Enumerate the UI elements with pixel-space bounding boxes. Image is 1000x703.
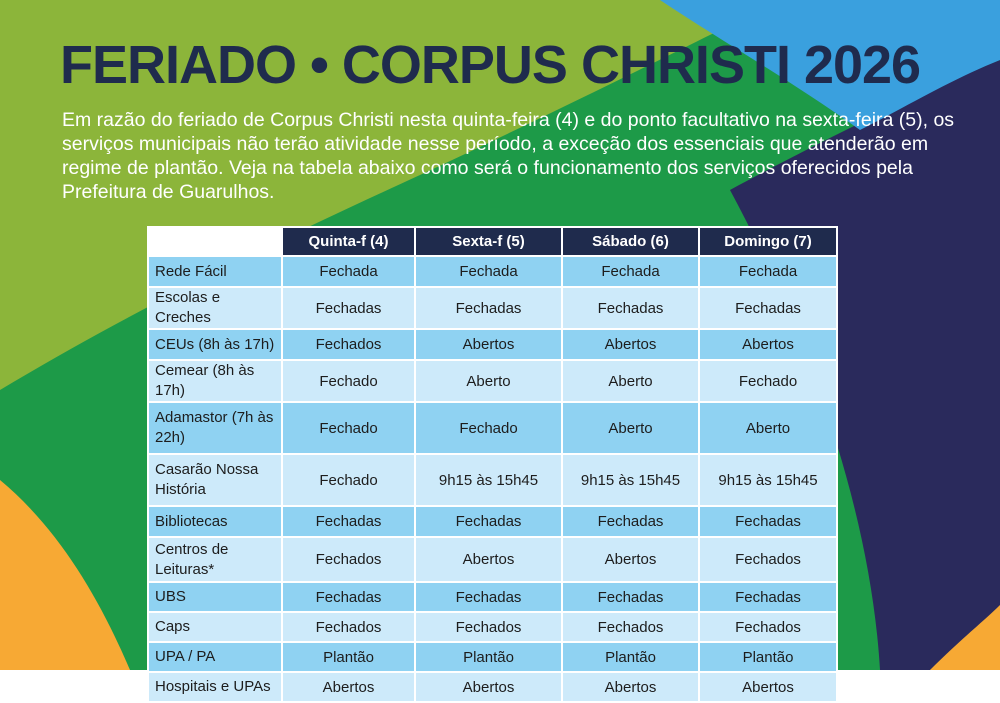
table-row: Bibliotecas Fechadas Fechadas Fechadas F… — [149, 507, 836, 536]
cell-value: Fechadas — [283, 583, 414, 611]
table-header-row: Quinta-f (4) Sexta-f (5) Sábado (6) Domi… — [149, 228, 836, 255]
header-sabado: Sábado (6) — [563, 228, 698, 255]
cell-value: Fechadas — [283, 507, 414, 536]
cell-value: Aberto — [416, 361, 561, 401]
header-sexta: Sexta-f (5) — [416, 228, 561, 255]
cell-value: Fechadas — [283, 288, 414, 328]
cell-value: Plantão — [416, 643, 561, 671]
intro-paragraph: Em razão do feriado de Corpus Christi ne… — [62, 109, 955, 203]
cell-value: Fechadas — [700, 288, 836, 328]
row-label: CEUs (8h às 17h) — [149, 330, 281, 359]
row-label: Escolas e Creches — [149, 288, 281, 328]
table-row: Hospitais e UPAs Abertos Abertos Abertos… — [149, 673, 836, 701]
cell-value: 9h15 às 15h45 — [416, 455, 561, 505]
schedule-table: Quinta-f (4) Sexta-f (5) Sábado (6) Domi… — [147, 226, 838, 703]
cell-value: Fechados — [700, 613, 836, 641]
row-label: Centros de Leituras* — [149, 538, 281, 581]
row-label: Hospitais e UPAs — [149, 673, 281, 701]
table-row: UPA / PA Plantão Plantão Plantão Plantão — [149, 643, 836, 671]
cell-value: Fechadas — [416, 507, 561, 536]
cell-value: Fechadas — [563, 288, 698, 328]
cell-value: Fechados — [416, 613, 561, 641]
table-row: Rede Fácil Fechada Fechada Fechada Fecha… — [149, 257, 836, 286]
table-row: Caps Fechados Fechados Fechados Fechados — [149, 613, 836, 641]
cell-value: Fechadas — [416, 583, 561, 611]
cell-value: Fechados — [563, 613, 698, 641]
cell-value: Fechada — [283, 257, 414, 286]
cell-value: Abertos — [416, 538, 561, 581]
cell-value: Plantão — [563, 643, 698, 671]
row-label: Casarão Nossa História — [149, 455, 281, 505]
cell-value: Plantão — [283, 643, 414, 671]
header-domingo: Domingo (7) — [700, 228, 836, 255]
cell-value: Fechadas — [416, 288, 561, 328]
cell-value: 9h15 às 15h45 — [563, 455, 698, 505]
cell-value: Fechadas — [563, 507, 698, 536]
cell-value: Fechados — [283, 538, 414, 581]
cell-value: Fechado — [283, 455, 414, 505]
header-quinta: Quinta-f (4) — [283, 228, 414, 255]
cell-value: Fechada — [700, 257, 836, 286]
cell-value: Fechados — [700, 538, 836, 581]
cell-value: Aberto — [563, 403, 698, 453]
cell-value: Aberto — [563, 361, 698, 401]
cell-value: Abertos — [283, 673, 414, 701]
row-label: Rede Fácil — [149, 257, 281, 286]
cell-value: Abertos — [563, 673, 698, 701]
page-title: FERIADO • CORPUS CHRISTI 2026 — [60, 35, 921, 95]
cell-value: Fechadas — [700, 507, 836, 536]
cell-value: Fechado — [283, 361, 414, 401]
cell-value: Aberto — [700, 403, 836, 453]
cell-value: Abertos — [700, 673, 836, 701]
cell-value: Plantão — [700, 643, 836, 671]
table-row: Cemear (8h às 17h) Fechado Aberto Aberto… — [149, 361, 836, 401]
row-label: Cemear (8h às 17h) — [149, 361, 281, 401]
cell-value: Abertos — [416, 673, 561, 701]
cell-value: Fechado — [416, 403, 561, 453]
cell-value: Abertos — [563, 330, 698, 359]
header-corner — [149, 228, 281, 255]
cell-value: Fechados — [283, 330, 414, 359]
table-row: UBS Fechadas Fechadas Fechadas Fechadas — [149, 583, 836, 611]
table-row: Centros de Leituras* Fechados Abertos Ab… — [149, 538, 836, 581]
cell-value: Fechado — [700, 361, 836, 401]
cell-value: 9h15 às 15h45 — [700, 455, 836, 505]
row-label: Adamastor (7h às 22h) — [149, 403, 281, 453]
table-row: CEUs (8h às 17h) Fechados Abertos Aberto… — [149, 330, 836, 359]
row-label: Caps — [149, 613, 281, 641]
cell-value: Abertos — [563, 538, 698, 581]
cell-value: Abertos — [416, 330, 561, 359]
cell-value: Fechada — [416, 257, 561, 286]
cell-value: Fechada — [563, 257, 698, 286]
row-label: Bibliotecas — [149, 507, 281, 536]
row-label: UPA / PA — [149, 643, 281, 671]
row-label: UBS — [149, 583, 281, 611]
table-row: Casarão Nossa História Fechado 9h15 às 1… — [149, 455, 836, 505]
table-row: Escolas e Creches Fechadas Fechadas Fech… — [149, 288, 836, 328]
cell-value: Abertos — [700, 330, 836, 359]
cell-value: Fechadas — [563, 583, 698, 611]
cell-value: Fechadas — [700, 583, 836, 611]
cell-value: Fechado — [283, 403, 414, 453]
table-row: Adamastor (7h às 22h) Fechado Fechado Ab… — [149, 403, 836, 453]
cell-value: Fechados — [283, 613, 414, 641]
